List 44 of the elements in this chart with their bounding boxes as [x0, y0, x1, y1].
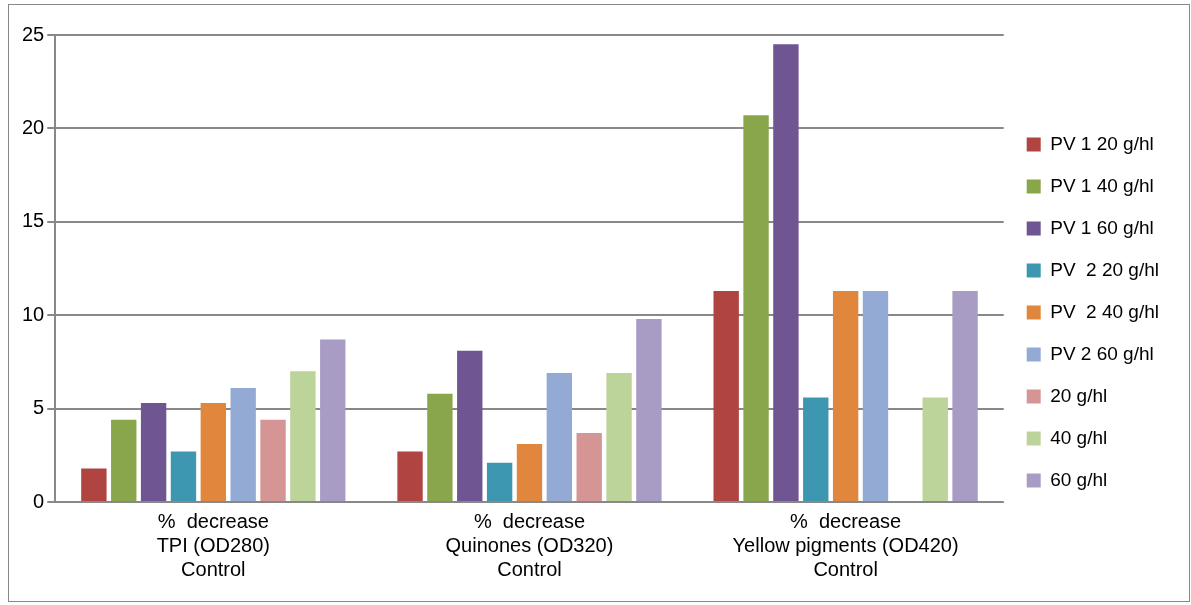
bar	[773, 44, 799, 501]
legend-label: PV 2 60 g/hl	[1050, 342, 1154, 364]
x-tick-label: % decrease Quinones (OD320) Control	[445, 509, 614, 580]
bar	[803, 397, 829, 501]
legend-label: PV 1 40 g/hl	[1050, 174, 1154, 196]
bar	[832, 290, 859, 501]
bar	[922, 397, 948, 501]
x-tick-label: % decrease TPI (OD280) Control	[156, 509, 270, 580]
bar	[486, 462, 513, 501]
legend-label: PV 2 40 g/hl	[1050, 300, 1159, 322]
bar	[862, 290, 889, 501]
bar	[457, 350, 483, 501]
bar	[320, 339, 346, 501]
bar	[427, 393, 453, 501]
bar	[200, 403, 227, 501]
legend-label: PV 1 60 g/hl	[1050, 216, 1154, 238]
bar	[81, 468, 107, 501]
bar	[636, 318, 662, 501]
y-tick-label: 20	[22, 115, 45, 138]
bar	[111, 419, 137, 501]
bar	[713, 290, 739, 501]
y-tick-label: 0	[33, 489, 45, 512]
bar	[140, 403, 167, 501]
bar	[546, 373, 573, 501]
bar	[397, 451, 423, 501]
x-tick-label: % decrease Yellow pigments (OD420) Control	[732, 509, 959, 580]
bar	[606, 373, 632, 501]
y-tick-label: 10	[22, 302, 45, 325]
bar	[260, 419, 286, 501]
legend-label: 40 g/hl	[1050, 426, 1108, 448]
bar	[952, 290, 978, 501]
y-tick-label: 15	[22, 209, 45, 232]
y-tick-label: 25	[22, 22, 45, 45]
legend-label: PV 2 20 g/hl	[1050, 258, 1159, 280]
bar	[290, 371, 316, 501]
legend-label: 60 g/hl	[1050, 468, 1108, 490]
bar	[516, 444, 543, 501]
legend-label: PV 1 20 g/hl	[1050, 132, 1154, 154]
bar	[743, 115, 769, 501]
legend-label: 20 g/hl	[1050, 384, 1108, 406]
bar	[170, 451, 197, 501]
bar	[230, 388, 256, 501]
bar	[576, 432, 602, 501]
y-tick-label: 5	[33, 396, 45, 419]
